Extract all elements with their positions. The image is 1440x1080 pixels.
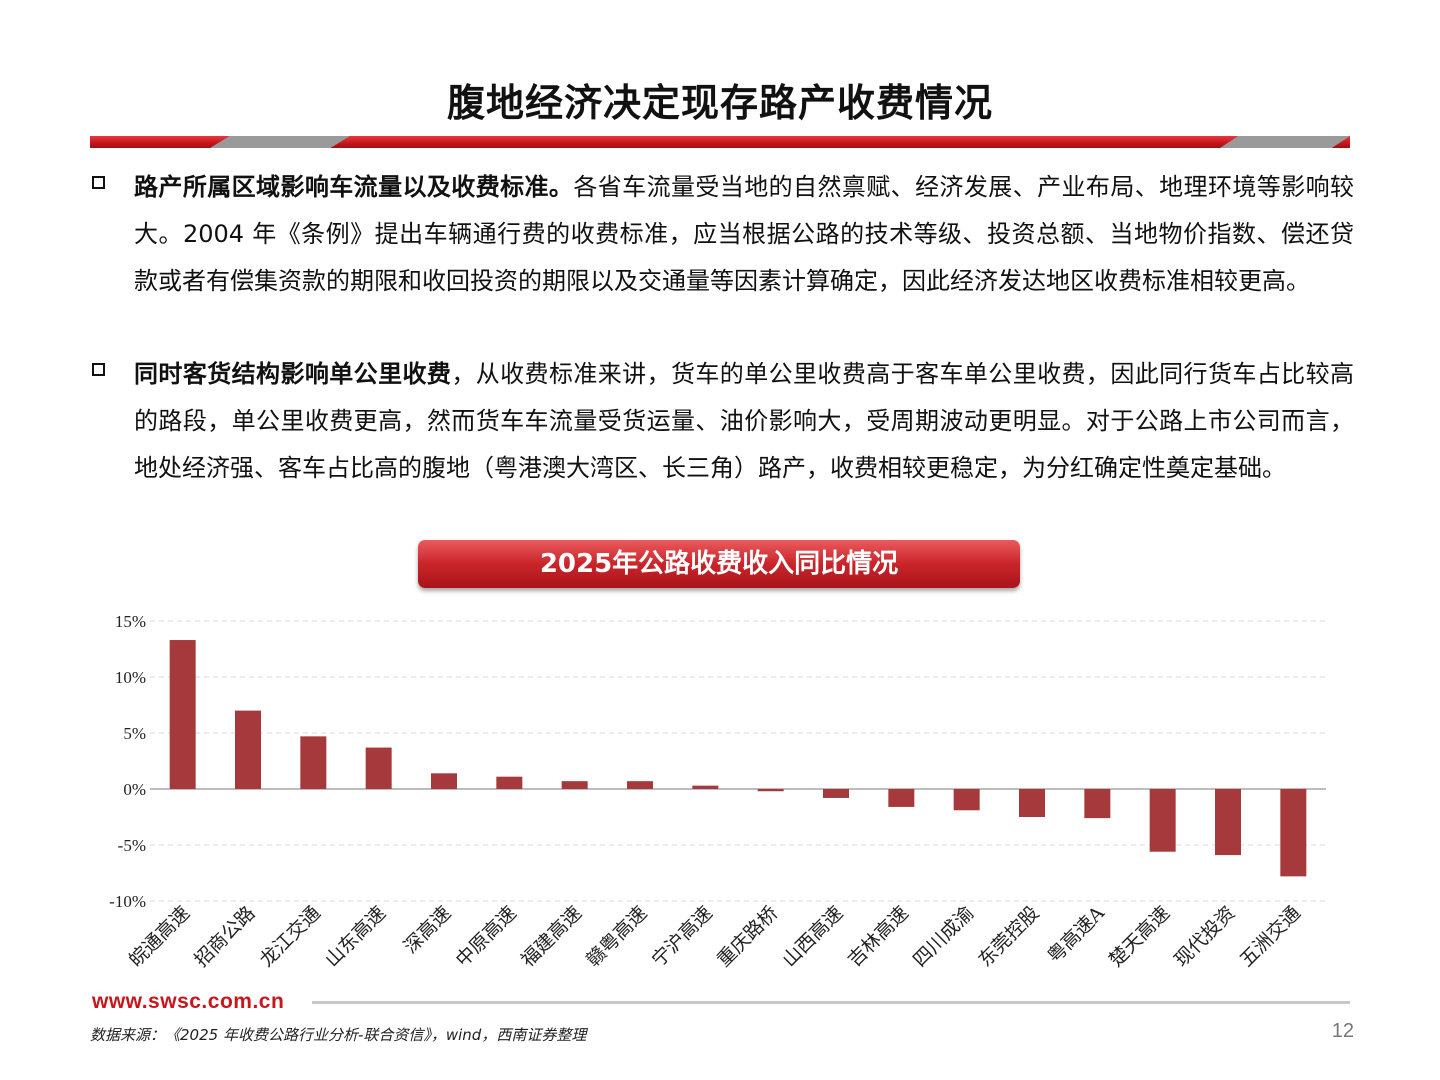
title-underline-bar: [90, 136, 1350, 148]
bar: [300, 736, 327, 789]
bar: [1019, 789, 1045, 817]
x-tick-label: 吉林高速: [844, 902, 913, 971]
x-tick-label: 龙江交通: [256, 902, 325, 971]
bullet-item-2: 同时客货结构影响单公里收费，从收费标准来讲，货车的单公里收费高于客车单公里收费，…: [92, 351, 1354, 492]
x-tick-label: 赣粤高速: [582, 902, 651, 971]
bullet-bold-1: 路产所属区域影响车流量以及收费标准。: [134, 173, 574, 201]
bar: [561, 781, 588, 789]
bar: [692, 785, 719, 789]
bar: [823, 789, 849, 798]
y-tick-label: 15%: [115, 612, 146, 631]
data-source-note: 数据来源：《2025 年收费公路行业分析-联合资信》，wind，西南证券整理: [90, 1026, 587, 1044]
bar: [496, 776, 523, 789]
x-tick-label: 四川成渝: [909, 902, 978, 971]
bullet-bold-2: 同时客货结构影响单公里收费: [134, 360, 452, 388]
x-tick-label: 现代投资: [1170, 902, 1239, 971]
bar: [1149, 789, 1176, 852]
bar: [1280, 789, 1307, 877]
chart-title-banner: 2025年公路收费收入同比情况: [418, 540, 1020, 588]
x-tick-label: 宁沪高速: [648, 902, 717, 971]
x-tick-label: 东莞控股: [974, 902, 1043, 971]
x-tick-label: 福建高速: [517, 902, 586, 971]
bar: [1215, 789, 1241, 856]
x-tick-label: 重庆路桥: [713, 902, 782, 971]
x-tick-label: 粤高速A: [1043, 902, 1109, 968]
bar: [235, 710, 261, 789]
footer-divider: [312, 1001, 1350, 1004]
bar: [757, 789, 784, 792]
slide-title: 腹地经济决定现存路产收费情况: [446, 81, 993, 125]
bullet-text-2: 同时客货结构影响单公里收费，从收费标准来讲，货车的单公里收费高于客车单公里收费，…: [134, 351, 1354, 492]
footer-url[interactable]: www.swsc.com.cn: [92, 990, 285, 1013]
x-tick-label: 深高速: [400, 902, 456, 958]
bar: [1084, 789, 1111, 819]
y-tick-label: 10%: [115, 668, 146, 687]
bullet-item-1: 路产所属区域影响车流量以及收费标准。各省车流量受当地的自然禀赋、经济发展、产业布…: [92, 164, 1354, 305]
bullet-square-icon: [92, 363, 105, 376]
x-tick-label: 招商公路: [190, 902, 259, 971]
x-tick-label: 皖通高速: [125, 902, 194, 971]
x-tick-label: 中原高速: [452, 902, 521, 971]
x-tick-label: 山东高速: [321, 902, 390, 971]
y-tick-label: 5%: [123, 724, 146, 743]
x-tick-label: 五洲交通: [1236, 902, 1305, 971]
bar: [169, 640, 196, 789]
bar: [888, 789, 915, 807]
bar: [431, 773, 457, 789]
y-tick-label: -10%: [109, 892, 146, 911]
page-number: 12: [1331, 1020, 1354, 1042]
bullet-body-2: ，从收费标准来讲，货车的单公里收费高于客车单公里收费，因此同行货车占比较高的路段…: [134, 360, 1355, 482]
bar: [953, 789, 980, 811]
y-tick-label: 0%: [123, 780, 146, 799]
bullet-body-1: 各省车流量受当地的自然禀赋、经济发展、产业布局、地理环境等影响较大。2004 年…: [134, 173, 1355, 295]
x-tick-label: 楚天高速: [1105, 902, 1174, 971]
bullet-text-1: 路产所属区域影响车流量以及收费标准。各省车流量受当地的自然禀赋、经济发展、产业布…: [134, 164, 1354, 305]
bar: [627, 781, 653, 789]
x-tick-label: 山西高速: [778, 902, 847, 971]
bullet-square-icon: [92, 176, 105, 189]
bar: [365, 747, 392, 789]
y-tick-label: -5%: [118, 836, 146, 855]
